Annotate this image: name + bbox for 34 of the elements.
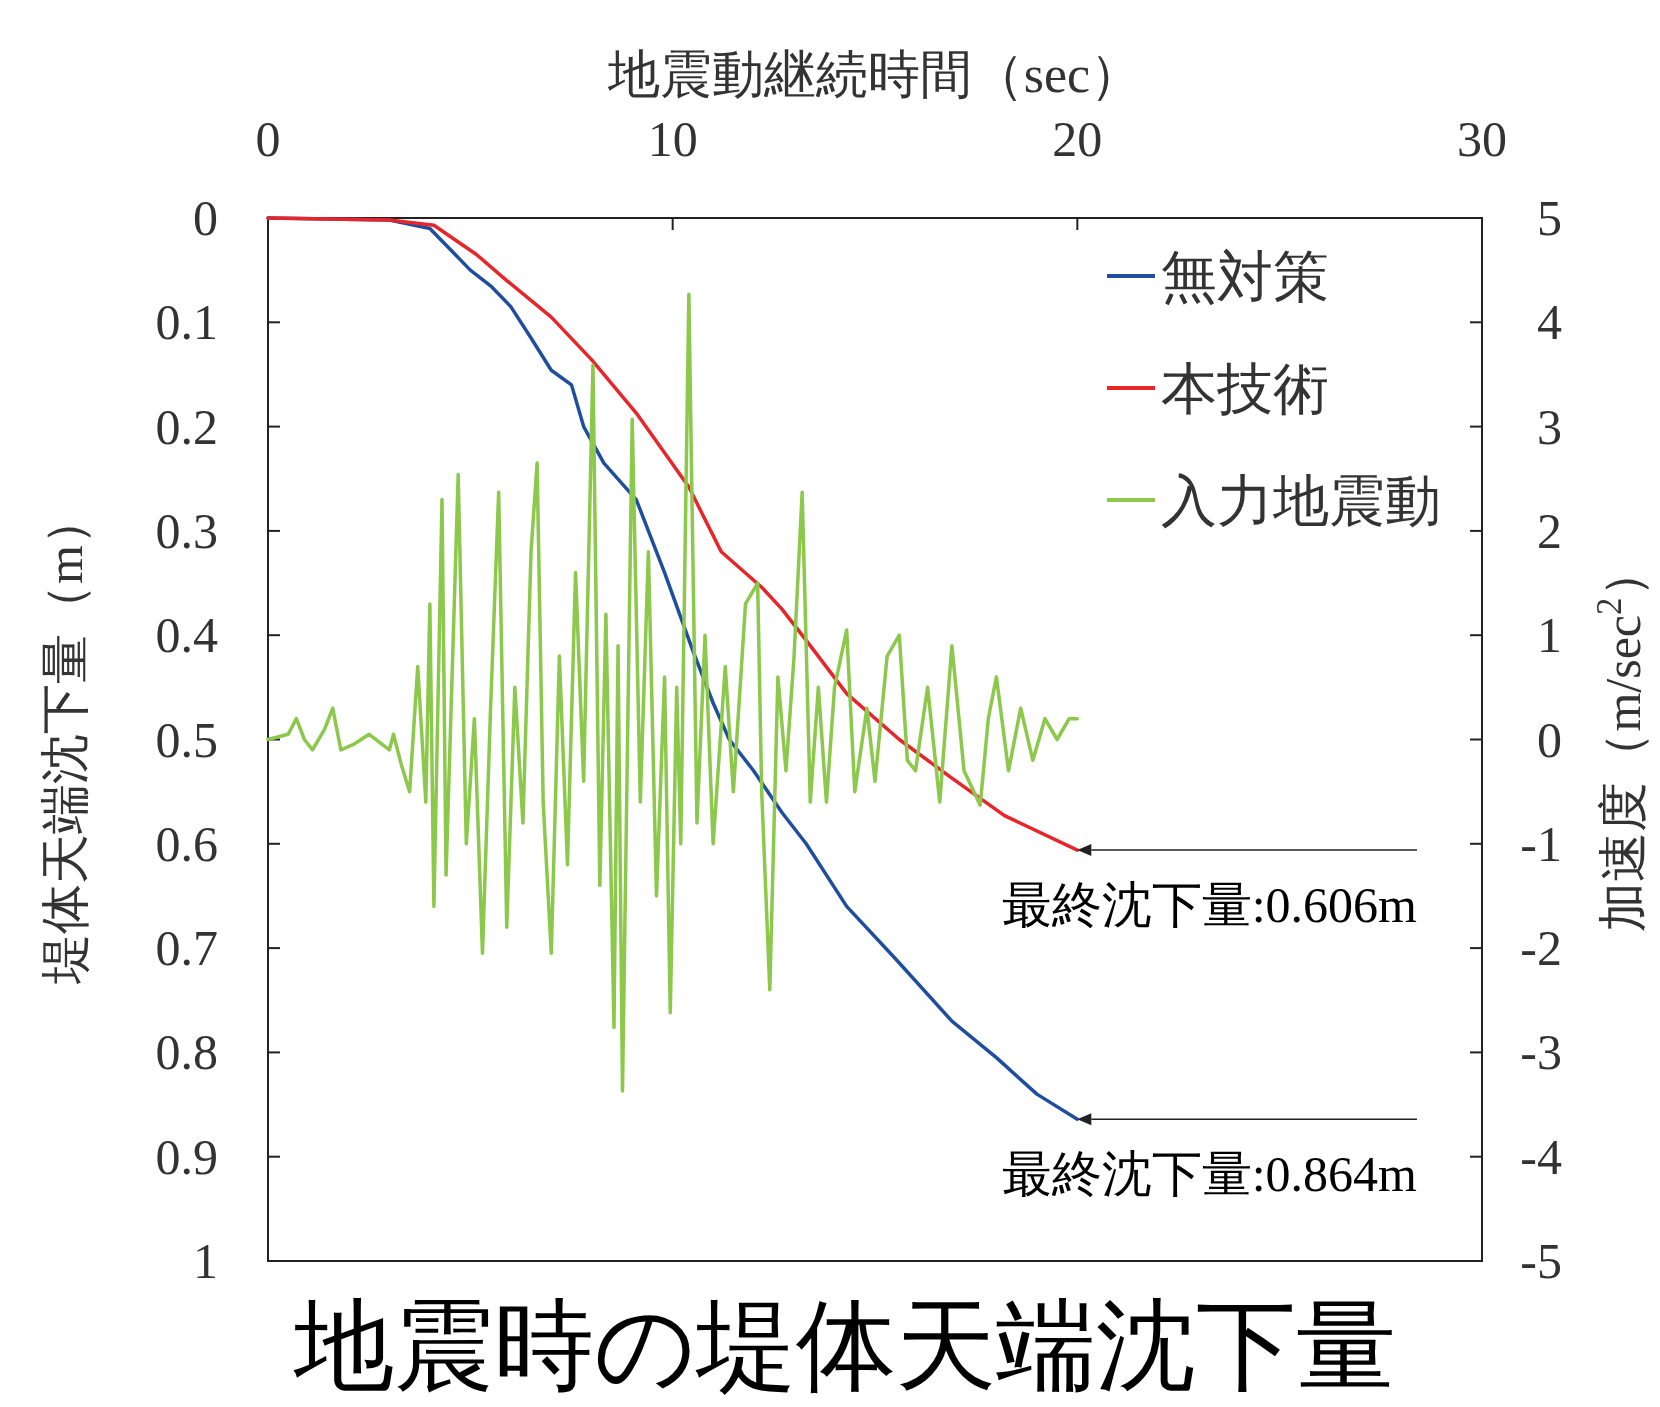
y-tick-label: 0.2 bbox=[155, 398, 218, 455]
y-tick-label: 1 bbox=[193, 1233, 218, 1289]
annotation: 最終沈下量:0.864m bbox=[1001, 1146, 1418, 1203]
y-tick-label: 0.4 bbox=[155, 607, 218, 664]
y-axis-title: 堤体天端沈下量（m） bbox=[37, 495, 93, 985]
text: 地震時の堤体天端沈下量 bbox=[293, 1291, 1396, 1402]
x-tick-label: 0 bbox=[255, 111, 281, 167]
y-tick-label: 0.5 bbox=[155, 711, 218, 768]
legend-label: 本技術 bbox=[1161, 358, 1329, 420]
y2-tick-label: -4 bbox=[1520, 1128, 1562, 1185]
annotation: 最終沈下量:0.606m bbox=[1001, 877, 1418, 934]
x-axis-title: 地震動継続時間（sec） bbox=[606, 46, 1143, 103]
y-tick-label: 0.1 bbox=[155, 294, 218, 351]
y2-tick-label: -2 bbox=[1520, 920, 1562, 977]
x-tick-label: 10 bbox=[647, 111, 698, 167]
x-tick-label: 30 bbox=[1457, 111, 1507, 167]
y-tick-label: 0.7 bbox=[155, 920, 218, 977]
y2-tick-label: -5 bbox=[1520, 1233, 1562, 1289]
y2-tick-label: 4 bbox=[1537, 294, 1562, 351]
y2-tick-label: 3 bbox=[1537, 398, 1562, 455]
y-tick-label: 0.6 bbox=[155, 815, 218, 872]
y-tick-label: 0.3 bbox=[155, 502, 218, 559]
y-tick-label: 0.9 bbox=[155, 1128, 218, 1185]
legend-label: 無対策 bbox=[1161, 246, 1329, 308]
y2-tick-label: 2 bbox=[1537, 502, 1562, 559]
y2-tick-label: 5 bbox=[1537, 190, 1562, 246]
legend-label: 入力地震動 bbox=[1161, 470, 1441, 532]
y2-tick-label: -1 bbox=[1520, 815, 1562, 872]
y2-tick-label: -3 bbox=[1520, 1024, 1562, 1081]
y-tick-label: 0 bbox=[193, 190, 218, 246]
y2-tick-label: 0 bbox=[1537, 711, 1562, 768]
y2-tick-label: 1 bbox=[1537, 607, 1562, 664]
x-tick-label: 20 bbox=[1052, 111, 1103, 167]
y-tick-label: 0.8 bbox=[155, 1024, 218, 1081]
